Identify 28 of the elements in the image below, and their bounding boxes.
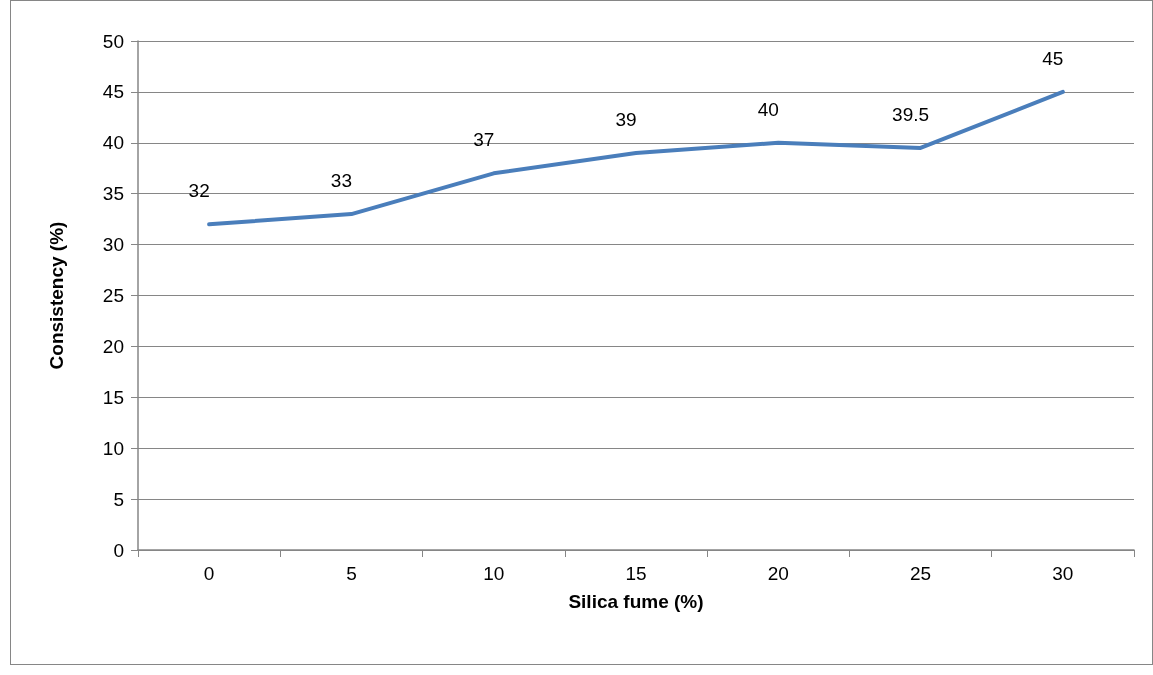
data-label: 40	[757, 98, 779, 120]
data-label: 33	[330, 170, 352, 192]
data-label: 39.5	[892, 103, 930, 125]
y-tick-label: 40	[102, 132, 124, 154]
y-tick-label: 0	[113, 539, 124, 561]
x-tick-label: 20	[767, 563, 789, 584]
y-tick-label: 15	[102, 386, 124, 408]
data-label: 37	[473, 129, 495, 151]
y-tick-label: 45	[102, 81, 124, 103]
x-axis-title: Silica fume (%)	[568, 591, 704, 612]
x-tick-label: 15	[625, 563, 647, 584]
x-tick-label: 10	[483, 563, 505, 584]
x-tick-label: 25	[910, 563, 932, 584]
data-label: 32	[188, 180, 210, 202]
data-label: 45	[1042, 47, 1064, 69]
y-tick-label: 5	[113, 488, 124, 510]
y-tick-label: 35	[102, 183, 124, 205]
y-axis-title: Consistency (%)	[46, 221, 67, 370]
y-tick-label: 10	[102, 437, 124, 459]
y-tick-label: 20	[102, 335, 124, 357]
x-tick-label: 30	[1052, 563, 1074, 584]
x-tick-label: 5	[346, 563, 357, 584]
line-series	[207, 89, 1065, 227]
y-tick-label: 25	[102, 285, 124, 306]
data-label: 39	[615, 108, 637, 130]
y-tick-label: 30	[102, 234, 124, 256]
y-tick-label: 50	[102, 30, 124, 52]
x-tick-label: 0	[203, 563, 215, 584]
